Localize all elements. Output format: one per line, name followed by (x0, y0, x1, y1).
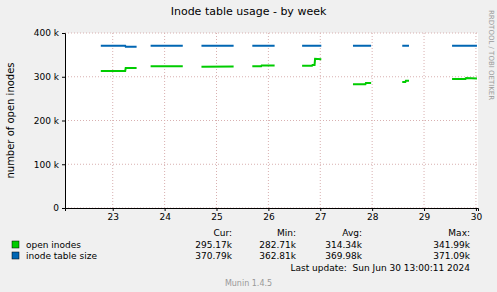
footer: Munin 1.4.5 (225, 279, 272, 288)
tick: 26 (263, 208, 275, 222)
tick-mark (62, 208, 65, 209)
plot-area (101, 46, 477, 85)
y-axis-title: number of open inodes (5, 62, 16, 178)
tick-mark (320, 208, 321, 211)
axis-line (62, 34, 66, 209)
tick: 27 (315, 208, 326, 222)
tick: 25 (211, 208, 222, 222)
grid (65, 33, 478, 208)
tick: 100 k (34, 160, 65, 170)
stats-value: 341.99k (433, 240, 470, 250)
tick-mark (217, 208, 218, 211)
stats-value: 371.09k (433, 251, 470, 261)
tick-label: 200 k (34, 116, 60, 126)
grid-line (424, 33, 425, 208)
stats-value: 362.81k (259, 251, 296, 261)
stats-value: 370.79k (195, 251, 232, 261)
last-update: Last update: Sun Jun 30 13:00:11 2024 (291, 263, 471, 273)
tick: 24 (159, 208, 171, 222)
tick-label: 23 (108, 212, 119, 222)
grid-line (112, 33, 113, 208)
tick: 29 (419, 208, 431, 222)
tick-label: 24 (159, 212, 171, 222)
tick-label: 26 (263, 212, 275, 222)
grid-line (164, 33, 165, 208)
tick-label: 25 (211, 212, 222, 222)
title: Inode table usage - by week (171, 5, 327, 18)
legend-label: inode table size (26, 251, 97, 261)
tick: 200 k (34, 116, 65, 126)
tick-label: 400 k (34, 28, 60, 38)
series-line (101, 46, 477, 47)
tick: 30 (471, 208, 483, 222)
tick: 23 (108, 208, 119, 222)
tick-mark (268, 208, 269, 211)
tick-mark (476, 208, 477, 211)
legend: Cur: Min: Avg: Max: open inodes 295.17k 282.71… (12, 228, 471, 273)
stats-value: 369.98k (325, 251, 362, 261)
grid-line (65, 33, 478, 34)
tick-label: 29 (419, 212, 431, 222)
tick-mark (424, 208, 425, 211)
series-line (101, 59, 477, 84)
grid-line (475, 33, 476, 208)
grid-line (372, 33, 373, 208)
background (0, 0, 497, 292)
tick-label: 27 (315, 212, 326, 222)
tick-label: 300 k (34, 72, 60, 82)
stats-value: 295.17k (195, 240, 232, 250)
stats-header: Max: (448, 228, 470, 238)
chart: Inode table usage - by week RRDTOOL / TOB… (0, 0, 497, 292)
tick-mark (62, 121, 65, 122)
stats-value: 282.71k (259, 240, 296, 250)
axis-line (66, 209, 479, 212)
grid-line (65, 164, 478, 165)
tick: 400 k (34, 28, 65, 38)
tick-mark (113, 208, 114, 211)
tick-label: 28 (367, 212, 379, 222)
tick-label: 100 k (34, 160, 60, 170)
legend-swatch (12, 241, 19, 248)
tick: 300 k (34, 72, 65, 82)
legend-label: open inodes (26, 240, 81, 250)
tick-mark (62, 33, 65, 34)
grid-line (65, 76, 478, 77)
x-axis: 23 24 25 26 27 28 29 30 (66, 208, 483, 222)
tick: 0 (53, 203, 65, 213)
stats-header: Cur: (213, 228, 232, 238)
stats-header: Avg: (342, 228, 362, 238)
tick: 28 (367, 208, 379, 222)
tick-mark (372, 208, 373, 211)
tick-label: 30 (471, 212, 483, 222)
tick-mark (62, 164, 65, 165)
grid-line (268, 33, 269, 208)
tick-mark (165, 208, 166, 211)
tick-label: 0 (53, 203, 59, 213)
legend-swatch (12, 252, 19, 259)
y-axis: 0 100 k 200 k 300 k 400 k (34, 28, 66, 213)
side-text: RRDTOOL / TOBI OETIKER (487, 10, 495, 100)
grid-line (65, 120, 478, 121)
tick-mark (62, 77, 65, 78)
stats-value: 314.34k (325, 240, 362, 250)
stats-header: Min: (277, 228, 296, 238)
grid-line (216, 33, 217, 208)
plot-background (65, 33, 478, 208)
